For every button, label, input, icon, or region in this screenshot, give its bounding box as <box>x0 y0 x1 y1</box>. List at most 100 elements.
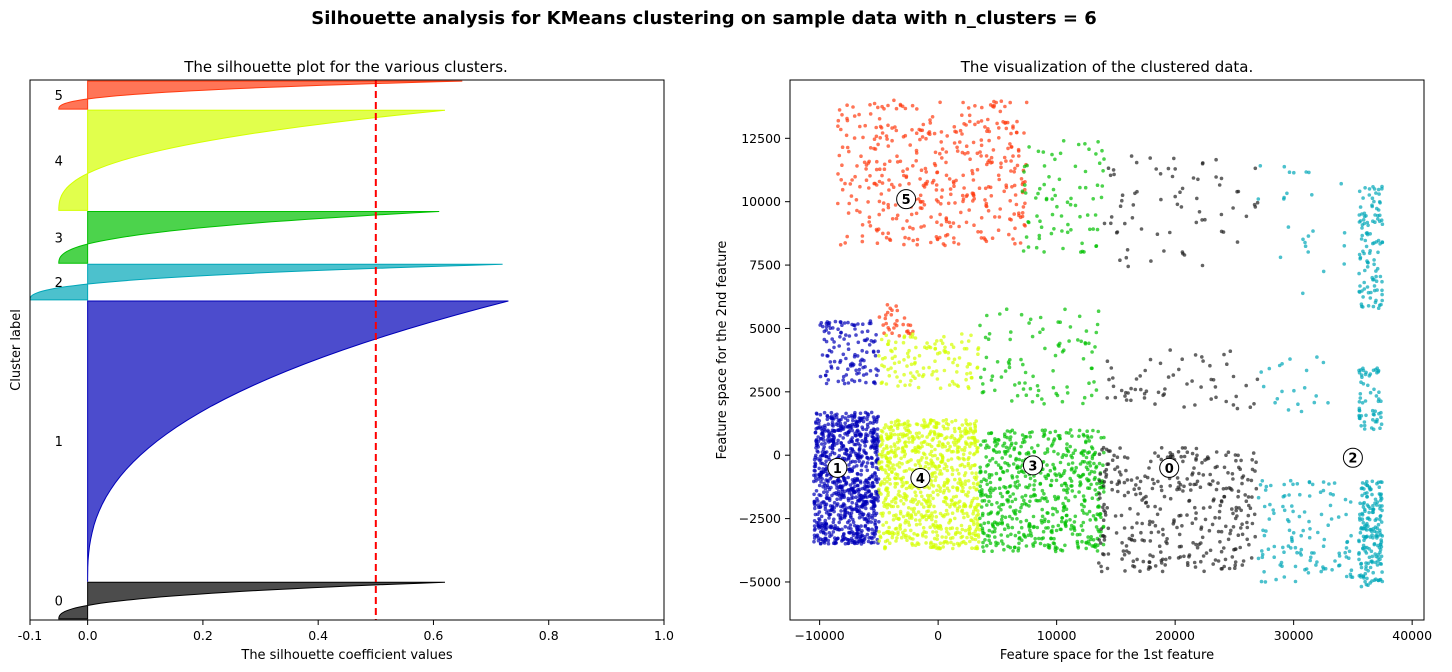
scatter-point-cluster-5 <box>944 173 949 178</box>
scatter-point-cluster-3 <box>1053 157 1057 162</box>
scatter-point-cluster-0 <box>1194 482 1198 487</box>
scatter-point-cluster-3 <box>1007 365 1012 370</box>
scatter-point-cluster-2 <box>1314 563 1318 567</box>
scatter-point-cluster-3 <box>1028 499 1032 504</box>
scatter-point-cluster-0 <box>1155 512 1160 517</box>
scatter-point-cluster-4 <box>973 425 977 430</box>
scatter-point-cluster-0 <box>1246 477 1250 482</box>
scatter-point-cluster-5 <box>847 149 851 154</box>
scatter-point-cluster-4 <box>943 444 948 449</box>
scatter-point-cluster-0 <box>1185 382 1189 386</box>
scatter-point-cluster-5 <box>908 225 912 230</box>
scatter-point-cluster-3 <box>1038 315 1043 320</box>
scatter-point-cluster-1 <box>867 489 872 494</box>
scatter-point-cluster-2 <box>1361 382 1366 386</box>
scatter-point-cluster-2 <box>1275 397 1280 401</box>
scatter-point-cluster-0 <box>1253 166 1258 171</box>
scatter-point-cluster-4 <box>964 418 968 423</box>
scatter-point-cluster-1 <box>813 500 817 505</box>
scatter-point-cluster-3 <box>1042 431 1046 436</box>
scatter-point-cluster-4 <box>891 463 895 467</box>
scatter-point-cluster-0 <box>1210 522 1215 527</box>
scatter-point-cluster-3 <box>1004 307 1009 312</box>
scatter-point-cluster-1 <box>857 378 862 383</box>
scatter-point-cluster-3 <box>1096 309 1101 314</box>
scatter-point-cluster-3 <box>1055 204 1059 209</box>
scatter-point-cluster-0 <box>1236 494 1240 499</box>
scatter-point-cluster-4 <box>925 493 930 498</box>
scatter-point-cluster-0 <box>1192 560 1197 565</box>
scatter-point-cluster-3 <box>1052 449 1056 454</box>
scatter-point-cluster-5 <box>929 240 933 245</box>
scatter-point-cluster-2 <box>1357 271 1361 276</box>
scatter-point-cluster-4 <box>901 475 905 480</box>
scatter-point-cluster-5 <box>878 167 882 171</box>
scatter-point-cluster-3 <box>1042 250 1046 254</box>
scatter-point-cluster-4 <box>962 448 967 453</box>
scatter-point-cluster-4 <box>933 470 937 475</box>
scatter-point-cluster-4 <box>965 365 970 369</box>
scatter-point-cluster-0 <box>1124 468 1128 473</box>
scatter-point-cluster-4 <box>883 498 887 502</box>
scatter-point-cluster-0 <box>1138 479 1143 484</box>
scatter-point-cluster-3 <box>1075 532 1080 537</box>
scatter-point-cluster-3 <box>1042 164 1047 168</box>
scatter-point-cluster-5 <box>884 134 889 138</box>
scatter-point-cluster-4 <box>929 540 933 545</box>
scatter-point-cluster-2 <box>1378 213 1382 218</box>
scatter-point-cluster-3 <box>1040 507 1044 512</box>
scatter-point-cluster-1 <box>827 348 832 353</box>
scatter-point-cluster-1 <box>843 421 847 426</box>
scatter-point-cluster-3 <box>1071 451 1076 456</box>
scatter-point-cluster-5 <box>934 188 939 192</box>
scatter-point-cluster-3 <box>1038 482 1042 486</box>
scatter-point-cluster-1 <box>870 516 875 520</box>
scatter-point-cluster-1 <box>868 494 872 499</box>
scatter-point-cluster-5 <box>1008 100 1012 105</box>
scatter-point-cluster-0 <box>1111 168 1116 172</box>
scatter-point-cluster-3 <box>1045 447 1050 451</box>
scatter-point-cluster-1 <box>833 524 837 528</box>
scatter-point-cluster-4 <box>937 433 941 438</box>
scatter-point-cluster-4 <box>956 438 961 442</box>
scatter-point-cluster-3 <box>1070 434 1074 438</box>
scatter-point-cluster-5 <box>979 138 984 142</box>
scatter-point-cluster-5 <box>904 175 909 180</box>
scatter-point-cluster-1 <box>826 378 831 382</box>
scatter-point-cluster-1 <box>820 538 825 542</box>
scatter-point-cluster-2 <box>1371 536 1375 540</box>
scatter-point-cluster-0 <box>1110 458 1115 463</box>
scatter-point-cluster-2 <box>1261 384 1266 389</box>
scatter-point-cluster-0 <box>1111 376 1115 380</box>
scatter-point-cluster-1 <box>823 487 828 491</box>
scatter-point-cluster-0 <box>1240 522 1244 526</box>
scatter-point-cluster-3 <box>1020 502 1024 507</box>
scatter-point-cluster-1 <box>828 477 832 481</box>
scatter-point-cluster-2 <box>1377 303 1382 308</box>
scatter-point-cluster-0 <box>1124 398 1129 402</box>
scatter-point-cluster-4 <box>943 345 947 350</box>
scatter-point-cluster-1 <box>864 491 868 496</box>
scatter-point-cluster-4 <box>957 505 962 509</box>
scatter-point-cluster-5 <box>892 326 896 330</box>
scatter-point-cluster-1 <box>855 354 860 358</box>
scatter-point-cluster-4 <box>877 460 881 464</box>
scatter-point-cluster-3 <box>1076 544 1080 549</box>
scatter-point-cluster-4 <box>928 499 932 504</box>
scatter-point-cluster-0 <box>1214 487 1219 492</box>
scatter-point-cluster-4 <box>918 518 922 523</box>
scatter-point-cluster-4 <box>964 442 968 446</box>
scatter-point-cluster-3 <box>1046 519 1051 524</box>
scatter-point-cluster-0 <box>1200 355 1204 359</box>
scatter-point-cluster-0 <box>1118 446 1122 450</box>
scatter-point-cluster-2 <box>1362 287 1367 291</box>
scatter-point-cluster-0 <box>1122 552 1127 557</box>
scatter-point-cluster-3 <box>1051 385 1056 390</box>
scatter-point-cluster-2 <box>1375 563 1380 567</box>
scatter-point-cluster-0 <box>1097 492 1102 496</box>
scatter-point-cluster-5 <box>876 105 880 110</box>
scatter-point-cluster-1 <box>827 331 831 335</box>
scatter-point-cluster-0 <box>1155 232 1160 236</box>
scatter-point-cluster-0 <box>1185 450 1190 455</box>
scatter-point-cluster-3 <box>1060 399 1065 404</box>
